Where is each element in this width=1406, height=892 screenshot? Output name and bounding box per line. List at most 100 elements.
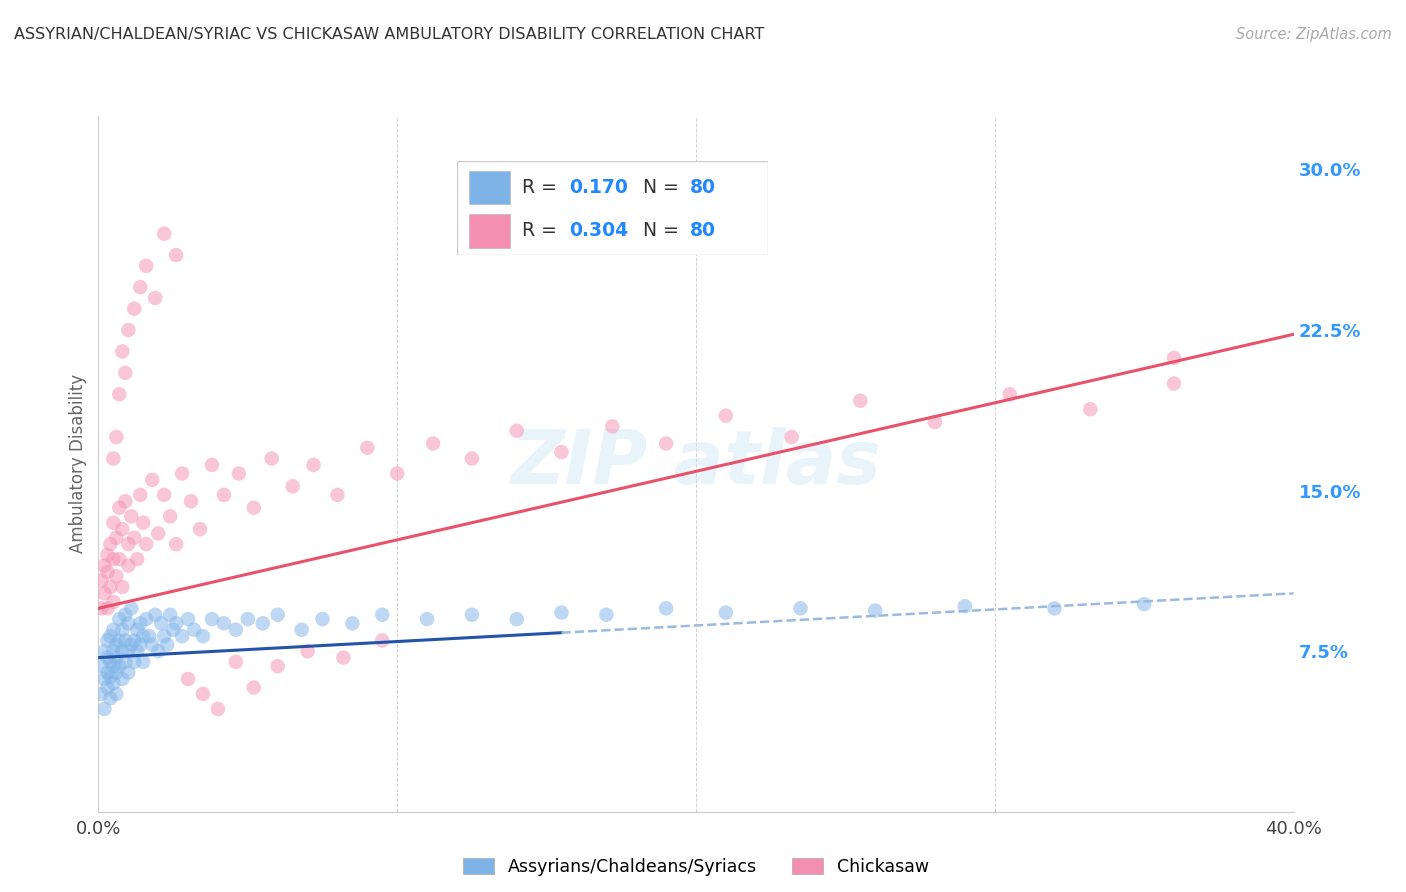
Point <box>291 623 314 637</box>
Point <box>129 616 152 631</box>
Point <box>506 612 529 626</box>
Text: 0.304: 0.304 <box>569 221 628 240</box>
Point <box>159 509 181 524</box>
Point <box>111 344 134 359</box>
Point <box>100 670 122 684</box>
Point <box>506 424 529 438</box>
Point <box>120 601 142 615</box>
Point <box>108 659 131 673</box>
Point <box>143 291 166 305</box>
Point <box>127 644 149 658</box>
Point <box>201 612 224 626</box>
Point <box>356 441 378 455</box>
Point <box>129 280 152 294</box>
Point <box>188 522 211 536</box>
Point <box>849 393 872 408</box>
Point <box>148 644 170 658</box>
Point <box>311 612 333 626</box>
Point <box>105 569 128 583</box>
Point <box>103 516 125 530</box>
Point <box>93 702 115 716</box>
Point <box>105 638 128 652</box>
Point <box>96 565 118 579</box>
Point <box>96 601 118 615</box>
Point <box>105 430 128 444</box>
Point <box>100 655 122 669</box>
Point <box>96 633 118 648</box>
Point <box>212 616 235 631</box>
Point <box>114 633 136 648</box>
Point <box>953 599 976 614</box>
Point <box>100 537 122 551</box>
Point <box>191 629 214 643</box>
Point <box>550 445 572 459</box>
Point <box>201 458 224 472</box>
Point <box>124 633 146 648</box>
Point <box>105 650 128 665</box>
Point <box>302 458 325 472</box>
Point <box>111 672 134 686</box>
Point <box>103 659 125 673</box>
Point <box>111 644 134 658</box>
Point <box>225 623 247 637</box>
Point <box>148 526 170 541</box>
Point <box>371 607 394 622</box>
Point <box>103 552 125 566</box>
Point <box>461 607 484 622</box>
Point <box>714 606 737 620</box>
Point <box>108 500 131 515</box>
Point <box>789 601 811 615</box>
Text: ZIP atlas: ZIP atlas <box>510 427 882 500</box>
Point <box>90 687 112 701</box>
Point <box>422 436 444 450</box>
Point <box>111 623 134 637</box>
Point <box>114 655 136 669</box>
Point <box>267 607 290 622</box>
Text: ASSYRIAN/CHALDEAN/SYRIAC VS CHICKASAW AMBULATORY DISABILITY CORRELATION CHART: ASSYRIAN/CHALDEAN/SYRIAC VS CHICKASAW AM… <box>14 27 765 42</box>
Point <box>100 691 122 706</box>
Point <box>297 644 319 658</box>
Point <box>260 451 283 466</box>
Point <box>108 387 131 401</box>
Point <box>252 616 274 631</box>
Point <box>714 409 737 423</box>
Y-axis label: Ambulatory Disability: Ambulatory Disability <box>69 375 87 553</box>
Point <box>461 451 484 466</box>
Point <box>153 227 176 241</box>
Point <box>416 612 439 626</box>
Point <box>595 607 617 622</box>
Point <box>1163 376 1185 391</box>
Point <box>998 387 1021 401</box>
Point <box>156 638 179 652</box>
Point <box>103 644 125 658</box>
Point <box>225 655 247 669</box>
Point <box>114 494 136 508</box>
Point <box>124 655 146 669</box>
Text: N =: N = <box>644 221 685 240</box>
Point <box>117 616 139 631</box>
Text: N =: N = <box>644 178 685 197</box>
Point <box>117 665 139 680</box>
Point <box>150 616 173 631</box>
Point <box>143 607 166 622</box>
Point <box>602 419 624 434</box>
Point <box>108 633 131 648</box>
Point <box>1163 351 1185 365</box>
Point <box>153 629 176 643</box>
Point <box>111 580 134 594</box>
Point <box>127 552 149 566</box>
Point <box>267 659 290 673</box>
Point <box>138 629 160 643</box>
Point <box>162 623 184 637</box>
FancyBboxPatch shape <box>470 170 510 204</box>
Point <box>93 644 115 658</box>
Point <box>114 607 136 622</box>
Text: R =: R = <box>522 221 562 240</box>
Text: R =: R = <box>522 178 562 197</box>
Text: 80: 80 <box>690 178 716 197</box>
Point <box>132 516 155 530</box>
Point <box>371 633 394 648</box>
Text: 0.170: 0.170 <box>569 178 627 197</box>
Point <box>96 650 118 665</box>
Point <box>243 500 266 515</box>
